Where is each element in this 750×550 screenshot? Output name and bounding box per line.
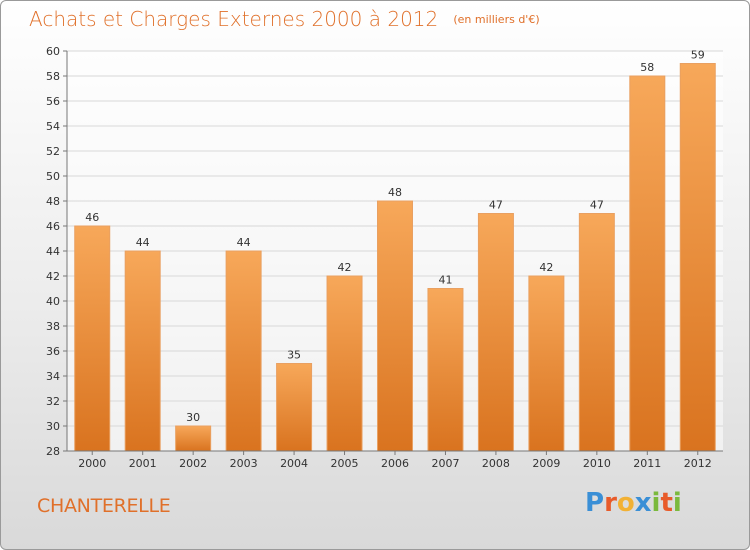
y-tick-label: 40: [46, 295, 60, 308]
y-tick-label: 30: [46, 420, 60, 433]
data-label: 35: [287, 349, 301, 362]
data-label: 48: [388, 186, 402, 199]
data-label: 42: [539, 261, 553, 274]
bar: [427, 288, 464, 452]
logo-letter: i: [651, 488, 661, 518]
bar: [124, 250, 161, 452]
x-tick-label: 2011: [633, 457, 661, 470]
y-tick-label: 46: [46, 220, 60, 233]
y-tick-label: 36: [46, 345, 60, 358]
data-label: 42: [338, 261, 352, 274]
data-label: 41: [438, 274, 452, 287]
data-label: 58: [640, 61, 654, 74]
logo-letter: t: [660, 488, 673, 518]
x-tick-label: 2004: [280, 457, 308, 470]
bar: [276, 363, 313, 452]
x-tick-label: 2000: [78, 457, 106, 470]
bar: [629, 75, 666, 452]
x-axis: 2000 2001 2002 2003 2004 2005 2006 2007 2008 2009…: [67, 450, 723, 470]
x-tick-label: 2006: [381, 457, 409, 470]
bar: [477, 213, 514, 452]
y-tick-label: 58: [46, 70, 60, 83]
x-tick-label: 2009: [532, 457, 560, 470]
bar: [175, 425, 212, 452]
bars-group: [74, 63, 716, 452]
data-label: 30: [186, 411, 200, 424]
x-tick-label: 2010: [583, 457, 611, 470]
logo-letter: P: [585, 488, 605, 518]
y-tick-label: 60: [46, 45, 60, 58]
y-tick-label: 50: [46, 170, 60, 183]
proxiti-logo[interactable]: Proxiti: [585, 488, 682, 518]
bar: [679, 63, 716, 452]
logo-letter: o: [616, 488, 635, 518]
y-tick-label: 48: [46, 195, 60, 208]
y-tick-label: 42: [46, 270, 60, 283]
y-tick-label: 34: [46, 370, 60, 383]
data-label: 47: [489, 199, 503, 212]
chart-title: Achats et Charges Externes 2000 à 2012: [29, 7, 439, 31]
y-tick-label: 28: [46, 445, 60, 458]
x-tick-label: 2005: [331, 457, 359, 470]
x-tick-label: 2008: [482, 457, 510, 470]
data-label: 47: [590, 199, 604, 212]
bar: [528, 275, 565, 452]
data-label: 59: [691, 49, 705, 62]
logo-letter: i: [672, 488, 682, 518]
data-label: 44: [237, 236, 251, 249]
x-tick-label: 2001: [129, 457, 157, 470]
x-tick-label: 2007: [431, 457, 459, 470]
data-labels-group: 46 44 30 44 35 42 48 41 47 42 47 58 59: [85, 49, 705, 425]
logo-letter: r: [604, 488, 617, 518]
chart-title-group: Achats et Charges Externes 2000 à 2012 (…: [29, 7, 540, 31]
chart-unit: (en milliers d'€): [453, 13, 540, 26]
y-tick-label: 56: [46, 95, 60, 108]
y-tick-label: 44: [46, 245, 60, 258]
x-tick-label: 2003: [230, 457, 258, 470]
commune-name: CHANTERELLE: [37, 495, 171, 517]
bar: [74, 225, 111, 452]
y-tick-label: 54: [46, 120, 60, 133]
data-label: 44: [136, 236, 150, 249]
bar: [377, 200, 413, 452]
x-tick-label: 2012: [684, 457, 712, 470]
data-label: 46: [85, 211, 99, 224]
y-tick-label: 38: [46, 320, 60, 333]
logo-letter: x: [634, 488, 652, 518]
y-tick-label: 52: [46, 145, 60, 158]
bar: [578, 213, 615, 452]
x-tick-label: 2002: [179, 457, 207, 470]
y-axis: 28 30 32 34 36 38 40 42 44 46 48 50 52 54 56 58 60: [46, 45, 68, 458]
y-tick-label: 32: [46, 395, 60, 408]
bar: [326, 275, 363, 452]
bar: [225, 250, 262, 452]
